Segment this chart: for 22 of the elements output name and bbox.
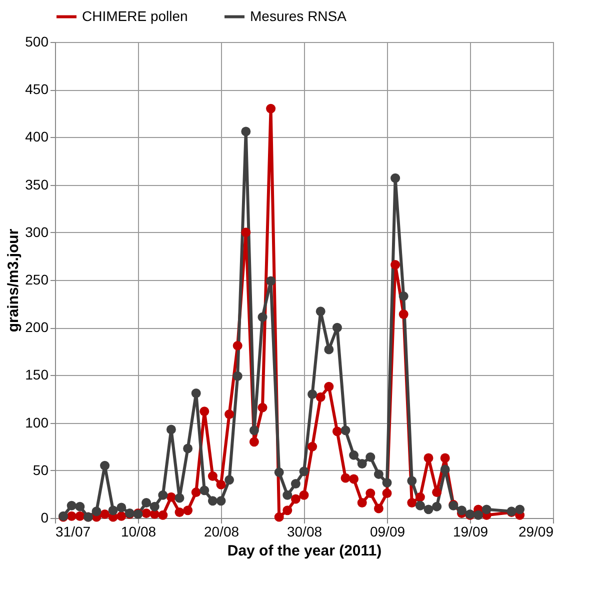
x-tick-label: 10/08 — [120, 524, 156, 540]
y-tick-label: 400 — [25, 128, 49, 145]
y-tick-label: 200 — [25, 319, 49, 336]
x-tick-label: 09/09 — [370, 524, 406, 540]
x-tick-label: 29/09 — [518, 524, 554, 540]
x-tick-label: 31/07 — [56, 524, 91, 540]
y-axis-title: grains/m3.jour — [5, 228, 22, 332]
y-tick-label: 350 — [25, 176, 49, 192]
x-tick-label: 30/08 — [286, 524, 322, 540]
y-tick-label: 300 — [25, 224, 49, 240]
y-tick-label: 100 — [25, 414, 49, 430]
y-tick-label: 50 — [32, 462, 49, 478]
y-tick-label: 250 — [25, 272, 49, 288]
y-tick-label: 150 — [25, 366, 49, 383]
y-tick-label: 0 — [40, 510, 49, 526]
y-tick-label: 500 — [25, 34, 49, 50]
legend-label: Mesures RNSA — [250, 8, 348, 24]
y-tick-label: 450 — [25, 81, 49, 98]
x-tick-label: 19/09 — [452, 524, 488, 540]
x-tick-label: 20/08 — [204, 524, 240, 540]
x-axis-title: Day of the year (2011) — [227, 542, 382, 560]
legend-label: CHIMERE pollen — [82, 8, 188, 24]
